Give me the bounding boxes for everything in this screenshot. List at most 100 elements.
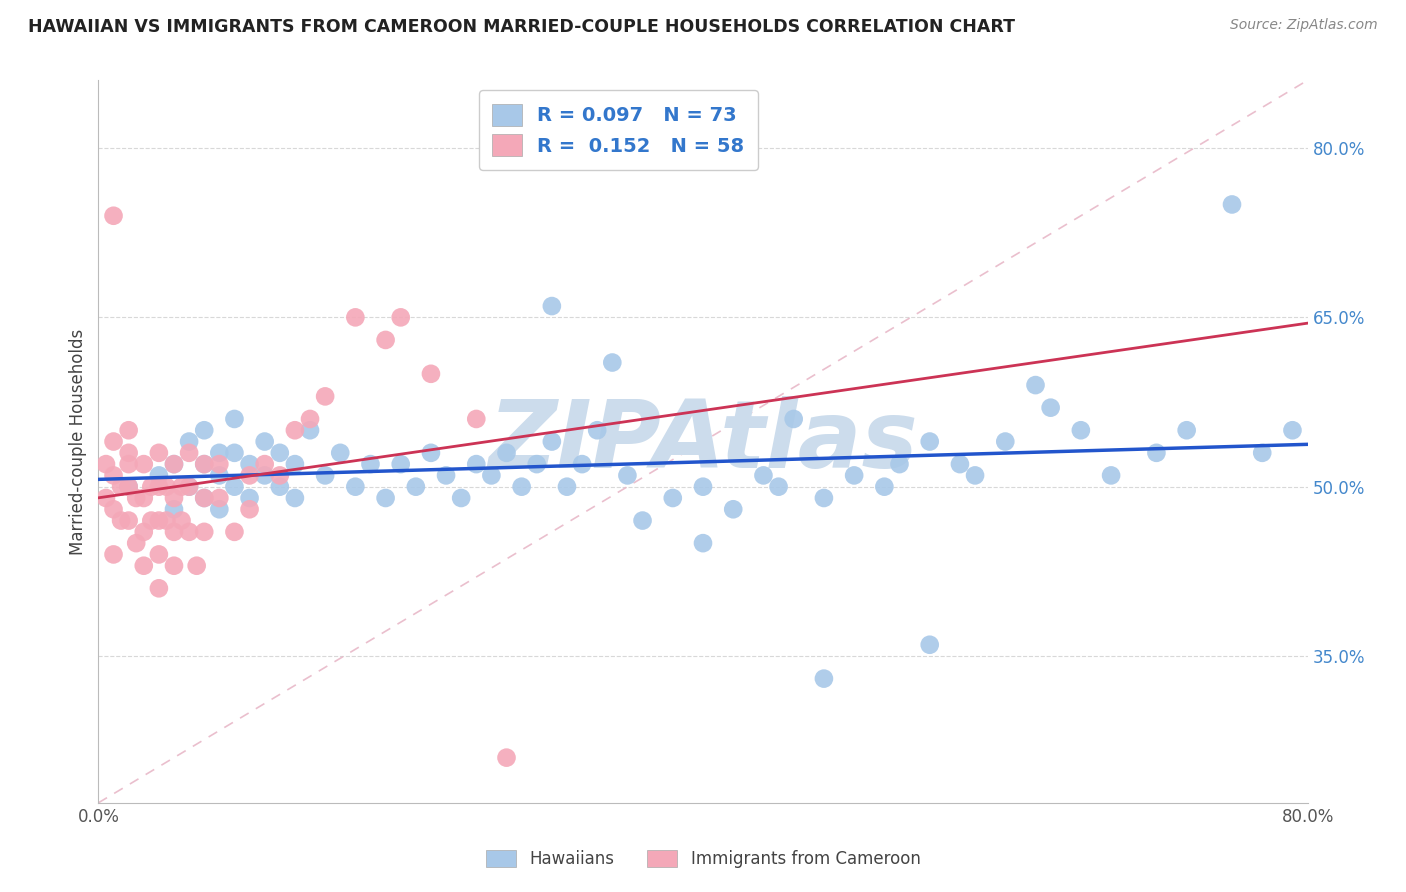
Point (224, 524, 246, 539)
Point (148, 468, 170, 483)
Point (148, 446, 170, 460)
Point (1039, 401, 1062, 415)
Point (103, 502, 125, 516)
Point (723, 502, 745, 516)
Point (1175, 423, 1198, 437)
Point (193, 491, 215, 505)
Point (616, 468, 638, 483)
Point (631, 514, 654, 528)
Point (193, 524, 215, 539)
Point (253, 434, 276, 449)
Point (193, 423, 215, 437)
Point (118, 423, 141, 437)
Point (170, 480, 193, 494)
Point (208, 468, 231, 483)
Point (103, 468, 125, 483)
Point (344, 310, 367, 325)
Point (360, 457, 382, 471)
Point (125, 536, 148, 550)
Point (465, 412, 488, 426)
Point (239, 468, 262, 483)
Point (193, 457, 215, 471)
Point (179, 524, 201, 539)
Point (103, 548, 125, 562)
Point (374, 491, 396, 505)
Point (170, 514, 193, 528)
Point (994, 434, 1017, 449)
Point (1281, 423, 1303, 437)
Point (389, 457, 412, 471)
Point (224, 480, 246, 494)
Point (125, 491, 148, 505)
Point (284, 491, 307, 505)
Point (141, 514, 163, 528)
Point (692, 480, 714, 494)
Point (1251, 446, 1274, 460)
Point (918, 434, 941, 449)
Point (163, 457, 186, 471)
Point (141, 480, 163, 494)
Point (269, 468, 291, 483)
Point (253, 468, 276, 483)
Point (450, 491, 472, 505)
Point (208, 491, 231, 505)
Point (571, 457, 593, 471)
Point (420, 367, 443, 381)
Point (193, 457, 215, 471)
Point (1024, 378, 1046, 392)
Point (465, 457, 488, 471)
Point (1220, 197, 1243, 211)
Point (163, 558, 186, 573)
Point (132, 491, 155, 505)
Point (661, 491, 683, 505)
Point (374, 333, 396, 347)
Point (389, 310, 412, 325)
Point (434, 468, 457, 483)
Point (602, 355, 624, 369)
Point (965, 468, 987, 483)
Point (1099, 468, 1122, 483)
Point (224, 412, 246, 426)
Point (239, 457, 262, 471)
Point (269, 480, 291, 494)
Point (179, 480, 201, 494)
Point (495, 446, 517, 460)
Point (118, 480, 141, 494)
Point (148, 480, 170, 494)
Point (208, 502, 231, 516)
Point (692, 536, 714, 550)
Point (873, 480, 896, 494)
Point (132, 558, 155, 573)
Point (186, 558, 208, 573)
Point (752, 468, 775, 483)
Point (118, 446, 141, 460)
Point (155, 480, 177, 494)
Point (103, 209, 125, 223)
Point (314, 468, 336, 483)
Point (239, 502, 262, 516)
Point (132, 457, 155, 471)
Point (179, 480, 201, 494)
Point (224, 446, 246, 460)
Point (148, 514, 170, 528)
Point (163, 524, 186, 539)
Point (132, 524, 155, 539)
Point (329, 446, 352, 460)
Point (555, 480, 578, 494)
Legend: R = 0.097   N = 73, R =  0.152   N = 58: R = 0.097 N = 73, R = 0.152 N = 58 (479, 90, 758, 169)
Text: ZIPAtlas: ZIPAtlas (488, 395, 918, 488)
Point (110, 480, 132, 494)
Point (239, 491, 262, 505)
Point (540, 434, 562, 449)
Point (844, 468, 866, 483)
Point (405, 480, 427, 494)
Point (918, 638, 941, 652)
Point (148, 548, 170, 562)
Point (94, 491, 117, 505)
Point (1144, 446, 1167, 460)
Point (481, 468, 503, 483)
Point (110, 514, 132, 528)
Point (344, 480, 367, 494)
Point (526, 457, 548, 471)
Point (813, 491, 835, 505)
